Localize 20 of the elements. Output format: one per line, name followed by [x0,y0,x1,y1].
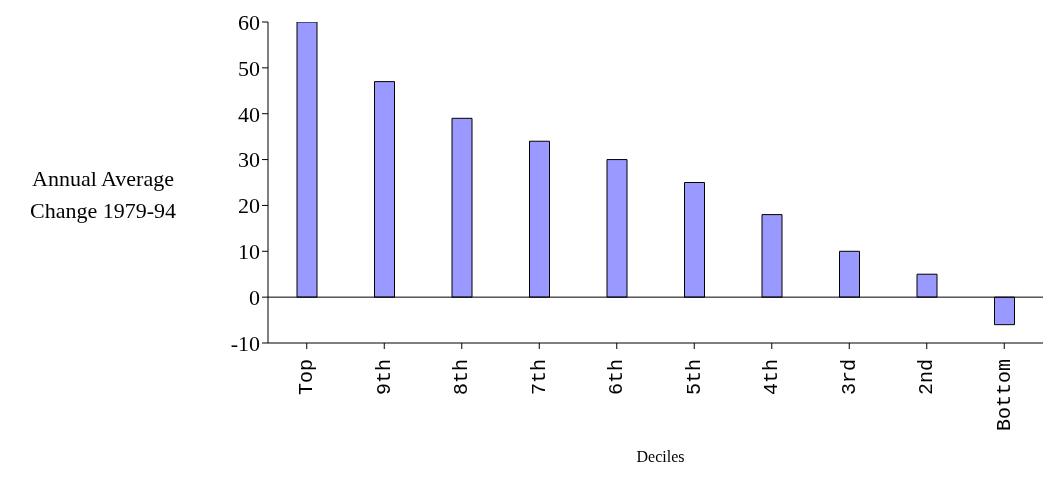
x-tick-label: 5th [682,359,706,396]
x-tick-label: 6th [605,359,629,396]
y-tick-label: -10 [230,330,260,356]
y-tick-label: 30 [238,147,260,173]
x-tick-label: 4th [760,359,784,396]
y-tick-label: 10 [238,239,260,265]
x-axis-title: Deciles [636,448,685,466]
x-tick-label: 3rd [837,359,861,396]
x-tick-label: 8th [450,359,474,396]
y-tick-label: 0 [249,284,260,310]
x-tick-label: Top [295,359,319,396]
y-tick-label: 50 [238,55,260,81]
y-tick-label: 20 [238,193,260,219]
x-tick-label: Bottom [992,359,1016,432]
y-tick-label: 40 [238,101,260,127]
x-tick-label: 7th [527,359,551,396]
y-tick-label: 60 [238,9,260,35]
x-tick-label: 9th [372,359,396,396]
y-axis-title: Annual Average Change 1979-94 [29,165,177,225]
x-tick-label: 2nd [915,359,939,396]
